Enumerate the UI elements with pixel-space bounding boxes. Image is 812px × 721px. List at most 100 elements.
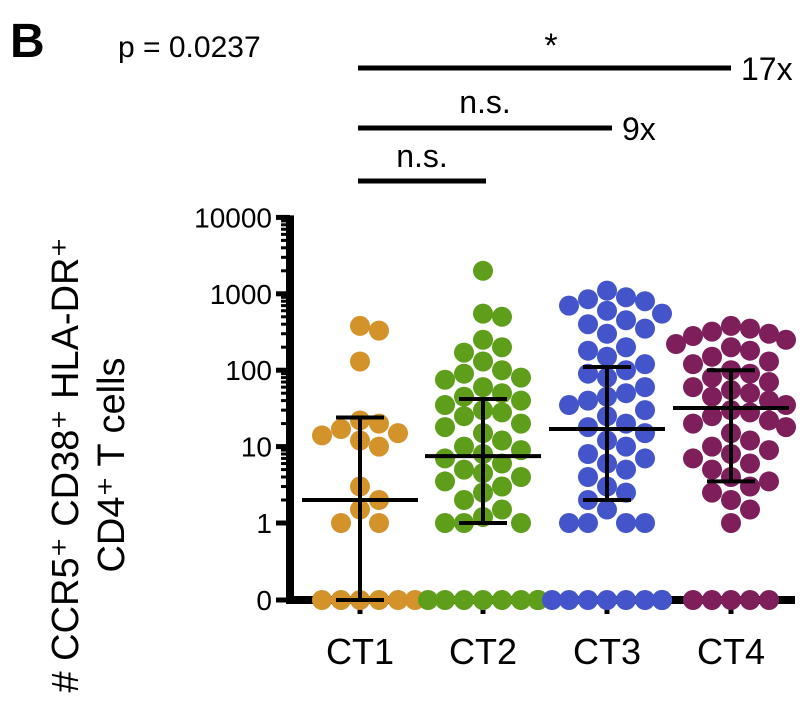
data-point bbox=[511, 367, 531, 388]
data-point bbox=[759, 440, 779, 461]
data-point bbox=[597, 499, 617, 520]
x-tick-label: CT1 bbox=[326, 631, 394, 672]
data-point bbox=[683, 326, 703, 347]
data-point bbox=[740, 430, 760, 451]
data-point bbox=[683, 354, 703, 375]
data-point bbox=[435, 448, 455, 469]
data-point bbox=[454, 590, 474, 610]
y-ticks: 0 1 10 100 1000 10000 bbox=[194, 202, 290, 616]
data-point bbox=[454, 490, 474, 511]
data-point bbox=[578, 340, 598, 361]
data-point bbox=[740, 402, 760, 423]
data-point bbox=[331, 418, 351, 439]
data-point bbox=[492, 453, 512, 474]
data-point bbox=[776, 417, 796, 438]
data-point bbox=[702, 436, 722, 457]
data-point bbox=[635, 513, 655, 533]
data-point bbox=[435, 369, 455, 390]
data-point bbox=[559, 513, 579, 533]
data-point bbox=[492, 402, 512, 423]
data-point bbox=[454, 436, 474, 457]
data-point bbox=[759, 471, 779, 492]
data-point bbox=[388, 423, 408, 444]
data-point bbox=[578, 390, 598, 411]
y-axis-label-line2: CD4⁺ T cells bbox=[91, 357, 133, 572]
data-point bbox=[597, 590, 617, 610]
p-value-text: p = 0.0237 bbox=[118, 31, 261, 64]
data-point bbox=[435, 395, 455, 416]
data-point bbox=[702, 590, 722, 610]
data-point bbox=[473, 351, 493, 372]
data-point bbox=[702, 367, 722, 388]
data-point bbox=[759, 351, 779, 372]
data-point bbox=[635, 291, 655, 312]
data-point bbox=[542, 590, 562, 610]
data-point bbox=[578, 590, 598, 610]
data-point bbox=[578, 314, 598, 335]
data-point bbox=[369, 320, 389, 341]
data-point bbox=[597, 300, 617, 321]
data-point bbox=[473, 377, 493, 398]
data-point bbox=[454, 342, 474, 363]
data-point bbox=[721, 590, 741, 610]
data-point bbox=[683, 448, 703, 469]
data-point bbox=[740, 363, 760, 384]
data-point bbox=[578, 289, 598, 310]
data-point bbox=[616, 590, 636, 610]
data-point bbox=[578, 467, 598, 488]
comparison-label: n.s. bbox=[459, 84, 511, 120]
data-point bbox=[511, 413, 531, 434]
data-point bbox=[666, 334, 686, 355]
data-point bbox=[616, 459, 636, 480]
comparison-label: * bbox=[544, 27, 557, 65]
data-point bbox=[740, 340, 760, 361]
data-point bbox=[702, 321, 722, 342]
x-tick-label: CT3 bbox=[573, 631, 641, 672]
data-point bbox=[578, 513, 598, 533]
y-axis-label-line1: # CCR5⁺ CD38⁺ HLA-DR⁺ bbox=[45, 237, 87, 692]
data-point bbox=[511, 390, 531, 411]
data-point bbox=[740, 318, 760, 339]
data-point bbox=[721, 490, 741, 511]
data-point bbox=[492, 476, 512, 497]
data-point bbox=[454, 406, 474, 427]
data-point bbox=[652, 590, 672, 610]
data-point bbox=[369, 436, 389, 457]
data-point bbox=[635, 377, 655, 398]
data-point bbox=[635, 318, 655, 339]
data-point bbox=[702, 459, 722, 480]
data-point bbox=[454, 459, 474, 480]
data-point bbox=[559, 395, 579, 416]
x-tick-label: CT2 bbox=[449, 631, 517, 672]
comparison-brackets: n.s. n.s. 9x * 17x bbox=[358, 27, 793, 184]
data-point bbox=[759, 410, 779, 431]
data-point bbox=[492, 306, 512, 327]
data-point bbox=[776, 395, 796, 416]
data-point bbox=[454, 363, 474, 384]
data-point bbox=[473, 260, 493, 281]
data-point bbox=[635, 354, 655, 375]
data-point bbox=[721, 315, 741, 336]
comparison-label: n.s. bbox=[396, 138, 448, 174]
data-point bbox=[721, 513, 741, 533]
data-point bbox=[616, 360, 636, 381]
data-point bbox=[759, 323, 779, 344]
data-point bbox=[759, 390, 779, 411]
y-tick-label: 0 bbox=[256, 585, 272, 616]
data-point bbox=[418, 590, 438, 610]
data-point bbox=[528, 590, 548, 610]
y-axis-label: # CCR5⁺ CD38⁺ HLA-DR⁺ CD4⁺ T cells bbox=[45, 237, 133, 692]
data-point bbox=[473, 329, 493, 350]
data-point bbox=[511, 590, 531, 610]
data-point bbox=[759, 590, 779, 610]
data-point bbox=[388, 590, 408, 610]
data-point bbox=[350, 315, 370, 336]
data-point bbox=[776, 329, 796, 350]
data-point bbox=[369, 513, 389, 533]
fold-change-label: 9x bbox=[622, 111, 656, 147]
data-point bbox=[635, 423, 655, 444]
data-point bbox=[435, 417, 455, 438]
panel-label: B bbox=[10, 15, 45, 68]
data-point bbox=[702, 406, 722, 427]
